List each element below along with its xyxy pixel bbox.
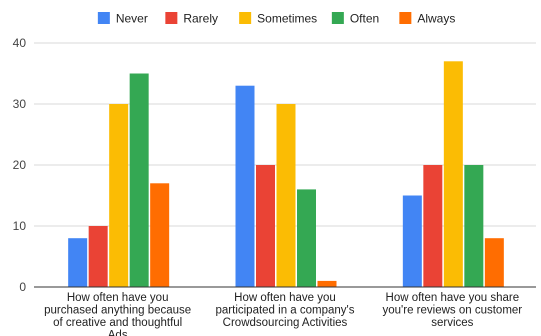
bar-never-cat-1 [68, 238, 88, 287]
bars [68, 61, 504, 287]
legend-label-sometimes: Sometimes [257, 12, 317, 26]
legend-item-often: Often [331, 12, 379, 26]
y-tick-label-10: 10 [13, 219, 27, 233]
bar-always-cat-1 [150, 183, 170, 287]
bar-sometimes-cat-2 [276, 104, 296, 287]
legend-swatch-always [399, 12, 412, 24]
bar-never-cat-3 [402, 195, 422, 287]
legend-item-rarely: Rarely [165, 12, 218, 26]
legend-swatch-never [97, 12, 110, 24]
y-tick-label-0: 0 [19, 280, 26, 294]
bar-never-cat-2 [235, 85, 255, 287]
bar-rarely-cat-2 [256, 165, 275, 287]
legend-label-always: Always [417, 12, 455, 26]
y-tick-label-30: 30 [13, 97, 27, 111]
legend-swatch-sometimes [239, 12, 252, 24]
y-tick-label-40: 40 [13, 36, 27, 50]
x-tick-label-2: How often have you participated in a comp… [216, 292, 355, 329]
bar-sometimes-cat-1 [109, 104, 129, 287]
legend: Never Rarely Sometimes Often Always [97, 12, 455, 26]
x-tick-label-3: How often have you share you're reviews o… [383, 292, 523, 329]
bar-sometimes-cat-3 [443, 61, 463, 287]
bar-always-cat-3 [484, 238, 504, 287]
legend-label-rarely: Rarely [183, 12, 218, 26]
legend-swatch-rarely [165, 12, 178, 24]
y-tick-label-20: 20 [13, 158, 27, 172]
legend-label-often: Often [350, 12, 379, 26]
x-tick-label-1: How often have you purchased anything bec… [44, 292, 191, 336]
legend-item-never: Never [97, 12, 148, 26]
legend-swatch-often [331, 12, 344, 24]
y-axis-ticks: 0 10 20 30 40 [13, 36, 27, 294]
bar-often-cat-3 [464, 165, 484, 287]
x-axis-labels: How often have you purchased anything bec… [44, 292, 522, 336]
bar-rarely-cat-1 [88, 226, 108, 287]
bar-often-cat-1 [129, 73, 149, 287]
bar-always-cat-2 [317, 280, 337, 287]
legend-label-never: Never [116, 12, 148, 26]
legend-item-always: Always [399, 12, 455, 26]
legend-item-sometimes: Sometimes [239, 12, 317, 26]
bar-often-cat-2 [297, 189, 316, 287]
bar-rarely-cat-3 [423, 165, 443, 287]
